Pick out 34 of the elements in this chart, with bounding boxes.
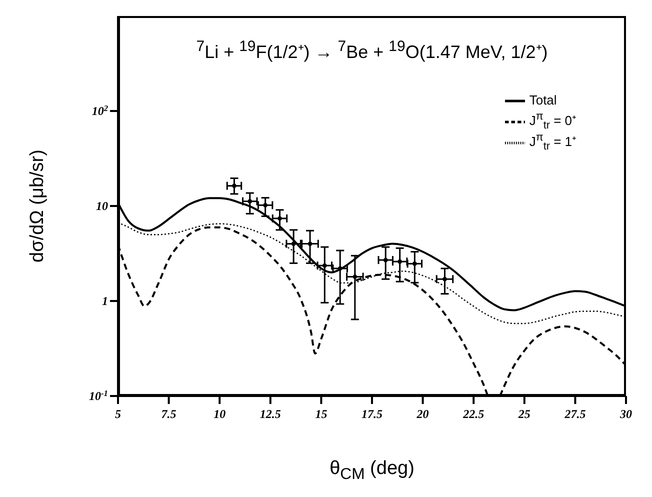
point xyxy=(322,263,327,268)
x-tick-label: 25 xyxy=(517,407,530,421)
point xyxy=(338,266,342,271)
y-axis-title: dσ/dΩ (μb/sr) xyxy=(27,150,49,262)
legend-label: J$^{π}$$_{tr}$ = 0⁺ xyxy=(529,111,576,132)
legend-label: Total xyxy=(529,92,557,108)
point xyxy=(352,274,358,279)
y-tick-label: 1 xyxy=(102,294,108,308)
point xyxy=(383,258,388,262)
legend-label: J$^{π}$$_{tr}$ = 1⁺ xyxy=(529,132,576,153)
point xyxy=(232,184,236,188)
x-tick-label: 12.5 xyxy=(260,407,281,421)
point xyxy=(278,216,282,221)
x-tick-label: 5 xyxy=(115,407,121,421)
x-axis-title: θ$_{CM}$ (deg) xyxy=(328,458,416,484)
x-tick-label: 15 xyxy=(315,407,328,421)
x-tick-label: 30 xyxy=(619,407,632,421)
point xyxy=(398,259,402,264)
text: $^{7}$Li + $^{19}$F(1/2⁺) → $^{7}$Be + $^{19}$O(1.47 MeV, 1/2⁺) xyxy=(195,38,549,63)
x-tick-label: 22.5 xyxy=(462,407,484,421)
y-tick-label: 10$^{2}$ xyxy=(92,104,108,118)
point xyxy=(248,199,252,204)
y-tick-label: 10$^{-1}$ xyxy=(89,388,108,403)
x-tick-label: 7.5 xyxy=(161,407,176,421)
x-tick-label: 17.5 xyxy=(362,407,382,421)
point xyxy=(412,261,417,266)
point xyxy=(308,242,312,246)
x-tick-label: 27.5 xyxy=(564,407,586,421)
point xyxy=(442,276,447,282)
point xyxy=(263,202,268,208)
x-tick-label: 20 xyxy=(416,407,429,421)
y-tick-label: 10 xyxy=(96,199,108,213)
x-tick-label: 10 xyxy=(214,407,226,421)
point xyxy=(291,242,296,246)
